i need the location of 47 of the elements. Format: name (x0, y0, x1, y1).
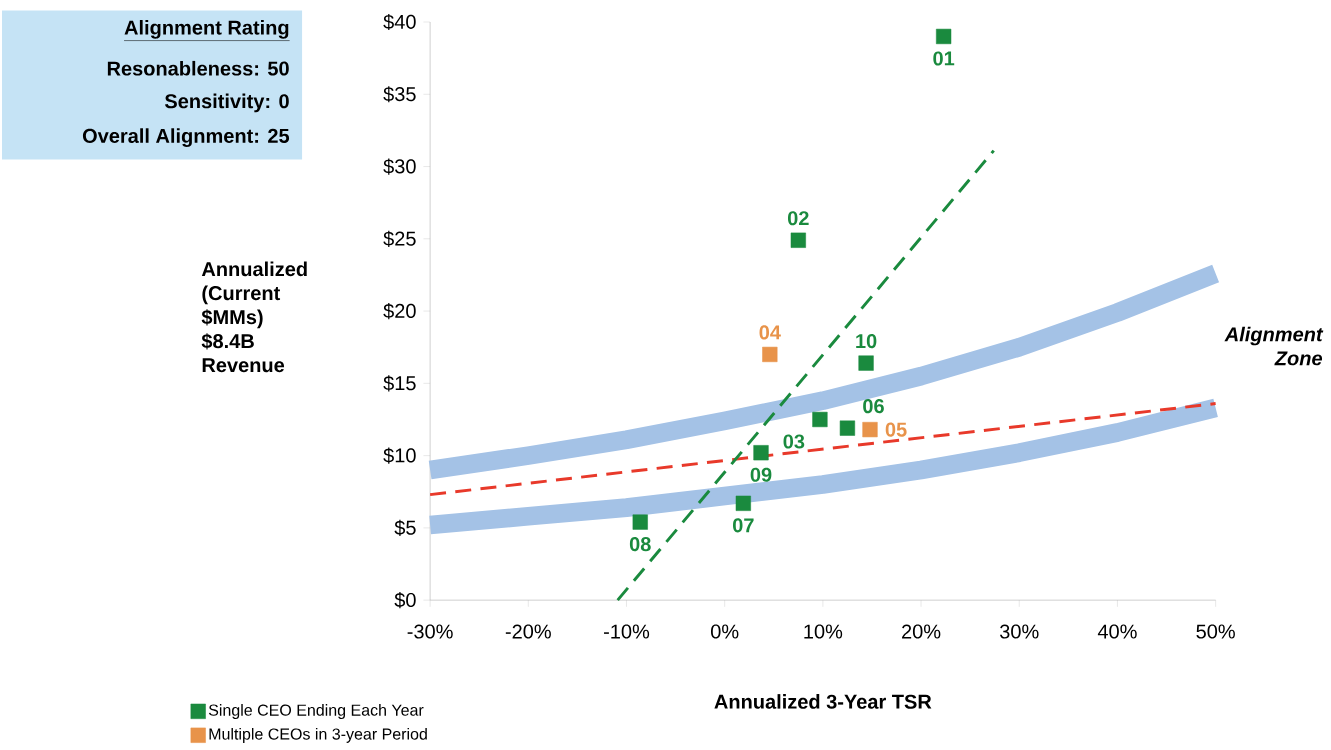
legend-label: Single CEO Ending Each Year (208, 703, 424, 719)
annotation: 06 (863, 398, 884, 414)
x-tick-label: 40% (1097, 624, 1137, 639)
text: Alignment Zone (1224, 326, 1324, 366)
x-tick-label: 20% (902, 624, 941, 639)
annotation: 01 (933, 51, 955, 66)
x-tick-label: -10% (604, 624, 650, 639)
y-tick-label: $35 (383, 86, 416, 103)
point (839, 420, 856, 436)
point (790, 232, 806, 248)
y-tick-label: $5 (394, 519, 416, 536)
x-tick-label: -20% (505, 624, 551, 639)
annotation: 08 (629, 536, 651, 552)
x-tick-label: 10% (804, 624, 843, 639)
point (936, 28, 952, 44)
annotation: 09 (750, 467, 772, 482)
point (753, 445, 769, 461)
point (858, 355, 874, 371)
y-tick-label: $20 (383, 302, 416, 320)
annotation: 03 (783, 434, 805, 449)
x-axis-title: Annualized 3-Year TSR (714, 694, 932, 709)
annotation: 10 (856, 333, 877, 349)
point (762, 346, 778, 362)
annotation: 02 (787, 211, 809, 226)
y-tick-label: $40 (383, 13, 416, 30)
legend-label: Multiple CEOs in 3-year Period (209, 727, 427, 743)
x-tick-label: 0% (711, 624, 739, 639)
text: Resonableness: 50 (107, 60, 289, 76)
y-tick-label: $25 (383, 230, 416, 247)
text: Alignment Rating (124, 19, 289, 39)
point (735, 495, 751, 511)
point (632, 514, 648, 530)
text: Overall Alignment: 25 (82, 128, 290, 147)
x-tick-label: 50% (1196, 624, 1235, 639)
x-tick-label: 30% (999, 624, 1039, 639)
x-tick-label: -30% (407, 624, 453, 639)
annotation: 07 (733, 518, 754, 533)
annotation: 04 (759, 325, 781, 340)
y-axis-title: Annualized (Current $MMs) $8.4B Revenue (201, 261, 307, 373)
point (812, 411, 828, 427)
text: Sensitivity: 0 (164, 93, 289, 113)
y-tick-label: $10 (383, 447, 416, 464)
point (862, 421, 878, 438)
y-tick-label: $15 (383, 375, 416, 392)
annotation: 05 (885, 422, 907, 437)
y-tick-label: $0 (394, 591, 416, 609)
y-tick-label: $30 (383, 158, 416, 175)
